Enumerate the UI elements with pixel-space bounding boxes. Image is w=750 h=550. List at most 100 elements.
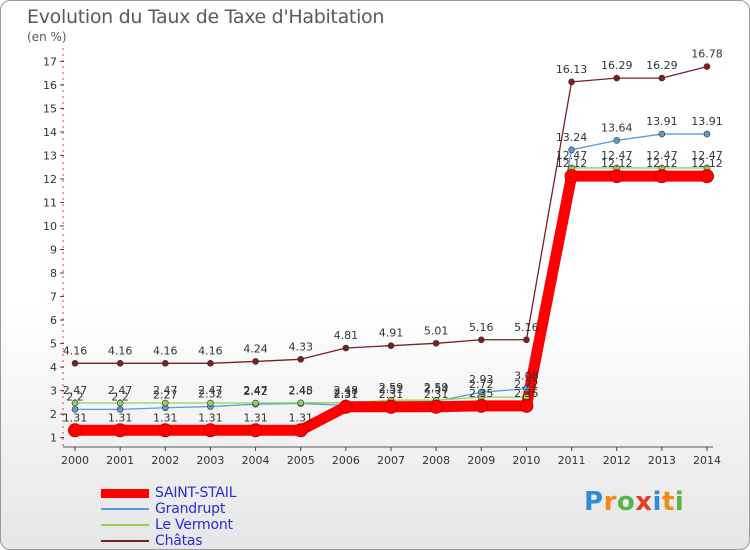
series-2-label-2006: 2.48 bbox=[334, 384, 359, 397]
series-2-label-2014: 12.47 bbox=[691, 149, 723, 162]
series-1-label-2008: 2.54 bbox=[424, 382, 449, 395]
series-1-point-2013 bbox=[658, 130, 666, 138]
series-2-label-2008: 2.59 bbox=[424, 381, 449, 394]
y-tick-label-5: 5 bbox=[50, 338, 57, 351]
series-2-point-2004 bbox=[252, 399, 259, 407]
x-tick-label-2002: 2002 bbox=[151, 454, 179, 467]
series-3-label-2007: 4.91 bbox=[379, 327, 404, 340]
logo-letter-2: o bbox=[616, 487, 636, 517]
series-0-point-2010 bbox=[519, 398, 534, 413]
series-2-label-2012: 12.47 bbox=[601, 149, 633, 162]
x-tick-label-2010: 2010 bbox=[512, 454, 540, 467]
y-tick-label-8: 8 bbox=[50, 267, 57, 280]
series-2-point-2000 bbox=[71, 399, 79, 407]
series-2-label-2009: 2.72 bbox=[469, 378, 494, 391]
logo-letter-0: P bbox=[584, 487, 604, 517]
series-3-point-2008 bbox=[432, 340, 440, 347]
proxiti-logo: Proxiti bbox=[584, 487, 684, 517]
series-3-point-2004 bbox=[252, 358, 259, 365]
x-tick-label-2003: 2003 bbox=[196, 454, 224, 467]
series-0-label-2006: 2.31 bbox=[334, 388, 359, 401]
y-tick-label-2: 2 bbox=[50, 408, 57, 421]
series-3-point-2006 bbox=[342, 344, 350, 352]
series-3-point-2007 bbox=[387, 342, 395, 349]
series-3-label-2009: 5.16 bbox=[469, 321, 494, 334]
series-1-label-2007: 2.51 bbox=[379, 383, 404, 396]
series-1-label-2003: 2.32 bbox=[198, 388, 223, 401]
chart-title: Evolution du Taux de Taxe d'Habitation bbox=[27, 6, 385, 28]
series-0-label-2005: 1.31 bbox=[288, 411, 313, 424]
series-0-label-2003: 1.31 bbox=[198, 411, 223, 424]
legend-swatch-0 bbox=[101, 488, 149, 498]
x-tick-label-2005: 2005 bbox=[287, 454, 315, 467]
x-tick-label-2006: 2006 bbox=[332, 454, 360, 467]
series-0-label-2004: 1.31 bbox=[243, 411, 268, 424]
y-tick-label-1: 1 bbox=[50, 432, 57, 445]
series-3-label-2001: 4.16 bbox=[108, 344, 133, 357]
series-1-label-2011: 13.24 bbox=[556, 131, 588, 144]
logo-letter-5: t bbox=[661, 487, 675, 517]
series-3-point-2009 bbox=[477, 336, 485, 344]
series-0-label-2010: 2.35 bbox=[514, 387, 539, 400]
series-0-label-2002: 1.31 bbox=[153, 411, 178, 424]
series-1-label-2002: 2.27 bbox=[153, 389, 178, 402]
series-0-point-2014 bbox=[700, 169, 714, 184]
x-tick-label-2008: 2008 bbox=[422, 454, 450, 467]
logo-letter-1: r bbox=[603, 487, 617, 517]
series-2-point-2002 bbox=[161, 399, 169, 407]
series-1-label-2001: 2.2 bbox=[111, 390, 129, 403]
series-1-label-2010: 3.08 bbox=[514, 370, 539, 383]
series-1-label-2013: 13.91 bbox=[646, 115, 678, 128]
y-tick-label-6: 6 bbox=[50, 314, 57, 327]
series-1-label-2000: 2.2 bbox=[66, 390, 84, 403]
y-tick-label-11: 11 bbox=[43, 196, 57, 209]
series-0-label-2011: 12.12 bbox=[556, 157, 588, 170]
series-0-point-2000 bbox=[68, 423, 82, 438]
series-0-point-2003 bbox=[203, 423, 218, 438]
y-tick-label-10: 10 bbox=[43, 220, 57, 233]
series-1-label-2006: 2.37 bbox=[334, 386, 359, 399]
y-tick-label-14: 14 bbox=[43, 126, 57, 139]
series-2-label-2003: 2.47 bbox=[198, 384, 223, 397]
series-line-2 bbox=[74, 167, 708, 404]
y-axis-unit: (en %) bbox=[27, 30, 67, 44]
series-3-point-2003 bbox=[207, 359, 214, 367]
series-3-point-2014 bbox=[703, 63, 711, 70]
y-tick-label-17: 17 bbox=[43, 55, 57, 68]
series-3-label-2006: 4.81 bbox=[334, 329, 359, 342]
legend-label-3: Châtas bbox=[155, 533, 203, 549]
series-0-point-2004 bbox=[248, 423, 263, 438]
series-0-label-2014: 12.12 bbox=[691, 157, 723, 170]
series-0-label-2013: 12.12 bbox=[646, 157, 678, 170]
series-0-label-2001: 1.31 bbox=[108, 411, 133, 424]
y-tick-label-3: 3 bbox=[50, 385, 57, 398]
series-0-label-2009: 2.35 bbox=[469, 387, 494, 400]
series-3-point-2011 bbox=[568, 78, 575, 86]
series-3-label-2005: 4.33 bbox=[288, 340, 313, 353]
series-3-point-2005 bbox=[297, 356, 305, 363]
series-3-point-2001 bbox=[116, 359, 124, 367]
series-2-label-2002: 2.47 bbox=[153, 384, 178, 397]
series-2-label-2007: 2.59 bbox=[379, 381, 404, 394]
x-tick-label-2013: 2013 bbox=[648, 454, 676, 467]
series-2-label-2000: 2.47 bbox=[63, 384, 88, 397]
series-2-label-2013: 12.47 bbox=[646, 149, 678, 162]
series-2-label-2005: 2.48 bbox=[288, 384, 313, 397]
series-0-point-2013 bbox=[654, 169, 669, 184]
series-2-point-2003 bbox=[207, 399, 214, 407]
y-tick-label-13: 13 bbox=[43, 149, 57, 162]
series-0-point-2007 bbox=[384, 399, 398, 414]
series-3-label-2000: 4.16 bbox=[63, 344, 88, 357]
legend-item-1: Grandrupt bbox=[101, 501, 236, 517]
series-1-point-2014 bbox=[703, 130, 711, 138]
x-tick-label-2004: 2004 bbox=[242, 454, 270, 467]
series-1-label-2012: 13.64 bbox=[601, 121, 633, 134]
legend-item-2: Le Vermont bbox=[101, 517, 236, 533]
series-3-label-2011: 16.13 bbox=[556, 63, 588, 76]
y-tick-label-16: 16 bbox=[43, 79, 57, 92]
legend-label-2: Le Vermont bbox=[155, 517, 233, 533]
series-0-point-2006 bbox=[338, 399, 353, 414]
series-0-label-2012: 12.12 bbox=[601, 157, 633, 170]
legend-swatch-3 bbox=[101, 540, 149, 542]
